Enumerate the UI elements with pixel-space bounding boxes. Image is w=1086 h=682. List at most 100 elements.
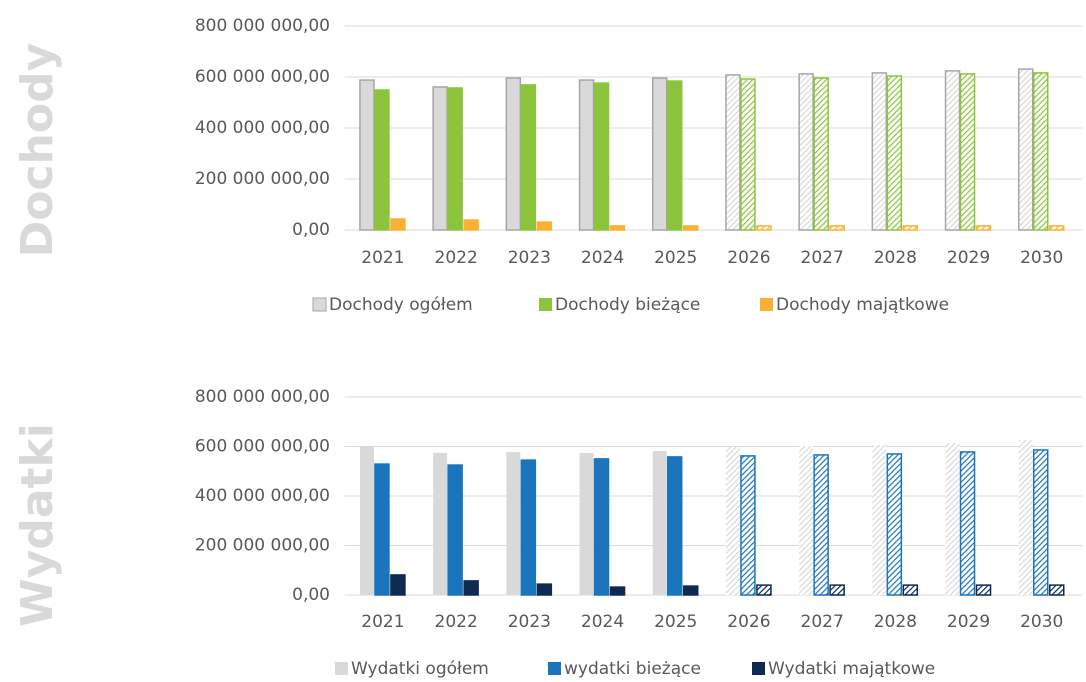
bar: [432, 86, 448, 231]
bar: [593, 82, 610, 231]
bar: [374, 463, 390, 596]
x-tick-label: 2021: [361, 612, 404, 632]
legend-label: Wydatki majątkowe: [768, 659, 935, 679]
bar: [447, 464, 463, 596]
bar: [536, 583, 553, 596]
bar: [1048, 225, 1065, 231]
y-tick-label: 200 000 000,00: [195, 169, 330, 189]
bar: [666, 456, 683, 596]
bar: [799, 446, 814, 595]
bar: [666, 80, 683, 231]
bar: [374, 89, 390, 231]
bar: [359, 446, 374, 595]
x-tick-label: 2025: [654, 612, 697, 632]
bar: [886, 75, 903, 231]
bar: [652, 450, 667, 595]
x-tick-label: 2027: [801, 612, 844, 632]
bar: [740, 455, 756, 596]
x-tick-label: 2027: [801, 248, 844, 268]
legend-swatch: [539, 298, 552, 311]
bar: [725, 74, 741, 231]
legend-swatch: [752, 662, 765, 675]
bar: [390, 218, 406, 231]
legend-label: Dochody majątkowe: [776, 295, 949, 315]
x-tick-label: 2030: [1020, 612, 1063, 632]
y-tick-label: 600 000 000,00: [195, 67, 330, 87]
x-tick-label: 2028: [874, 248, 917, 268]
x-tick-label: 2023: [508, 248, 551, 268]
x-tick-label: 2023: [508, 612, 551, 632]
bar: [798, 73, 814, 231]
bar: [740, 78, 756, 231]
bar: [944, 70, 961, 231]
panel-label: Wydatki: [12, 423, 63, 627]
legend-swatch: [548, 662, 561, 675]
y-tick-label: 800 000 000,00: [195, 16, 330, 36]
bar: [975, 225, 992, 231]
bar: [520, 459, 537, 596]
x-tick-label: 2022: [435, 612, 478, 632]
bar: [975, 584, 992, 596]
legend-label: wydatki bieżące: [564, 659, 701, 679]
bar: [886, 453, 903, 596]
bar: [756, 225, 772, 231]
bar: [390, 574, 406, 596]
bar: [959, 451, 976, 596]
bar: [682, 225, 699, 231]
bar: [813, 454, 829, 596]
bar: [463, 219, 479, 231]
y-tick-label: 0,00: [292, 220, 330, 240]
legend-label: Dochody ogółem: [329, 295, 473, 315]
bar: [506, 451, 521, 595]
bar: [1018, 440, 1033, 595]
x-tick-label: 2025: [654, 248, 697, 268]
bar: [829, 225, 845, 231]
bar: [871, 72, 888, 231]
x-tick-label: 2024: [581, 248, 624, 268]
bar: [829, 584, 845, 596]
bar: [609, 225, 626, 231]
bar: [1032, 72, 1049, 231]
legend-label: Wydatki ogółem: [351, 659, 489, 679]
x-tick-label: 2028: [874, 612, 917, 632]
bar: [579, 452, 594, 595]
x-tick-label: 2026: [727, 612, 770, 632]
bar: [505, 77, 522, 231]
y-tick-label: 800 000 000,00: [195, 387, 330, 407]
bar: [725, 446, 740, 595]
y-tick-label: 600 000 000,00: [195, 437, 330, 457]
bar: [578, 79, 595, 231]
x-tick-label: 2022: [435, 248, 478, 268]
bar: [1017, 68, 1034, 231]
bar: [1048, 584, 1065, 596]
panel-label: Dochody: [12, 43, 63, 258]
x-tick-label: 2029: [947, 248, 990, 268]
bar: [520, 84, 537, 231]
bar: [902, 584, 919, 596]
bar: [756, 584, 772, 596]
x-tick-label: 2024: [581, 612, 624, 632]
bar: [959, 73, 976, 231]
bar: [682, 585, 699, 596]
bar: [359, 79, 375, 231]
bar: [902, 225, 919, 231]
bar: [463, 580, 479, 596]
bar: [447, 87, 463, 231]
x-tick-label: 2029: [947, 612, 990, 632]
x-tick-label: 2030: [1020, 248, 1063, 268]
y-tick-label: 400 000 000,00: [195, 118, 330, 138]
legend-swatch: [335, 662, 348, 675]
y-tick-label: 0,00: [292, 585, 330, 605]
bar: [593, 458, 610, 596]
bar: [609, 586, 626, 596]
bar: [536, 221, 553, 231]
legend-swatch: [760, 298, 773, 311]
bar: [651, 77, 668, 231]
bar: [813, 77, 829, 231]
legend-label: Dochody bieżące: [555, 295, 700, 315]
legend-swatch: [312, 297, 327, 312]
x-tick-label: 2026: [727, 248, 770, 268]
bar: [1032, 449, 1049, 596]
bar: [872, 445, 887, 595]
